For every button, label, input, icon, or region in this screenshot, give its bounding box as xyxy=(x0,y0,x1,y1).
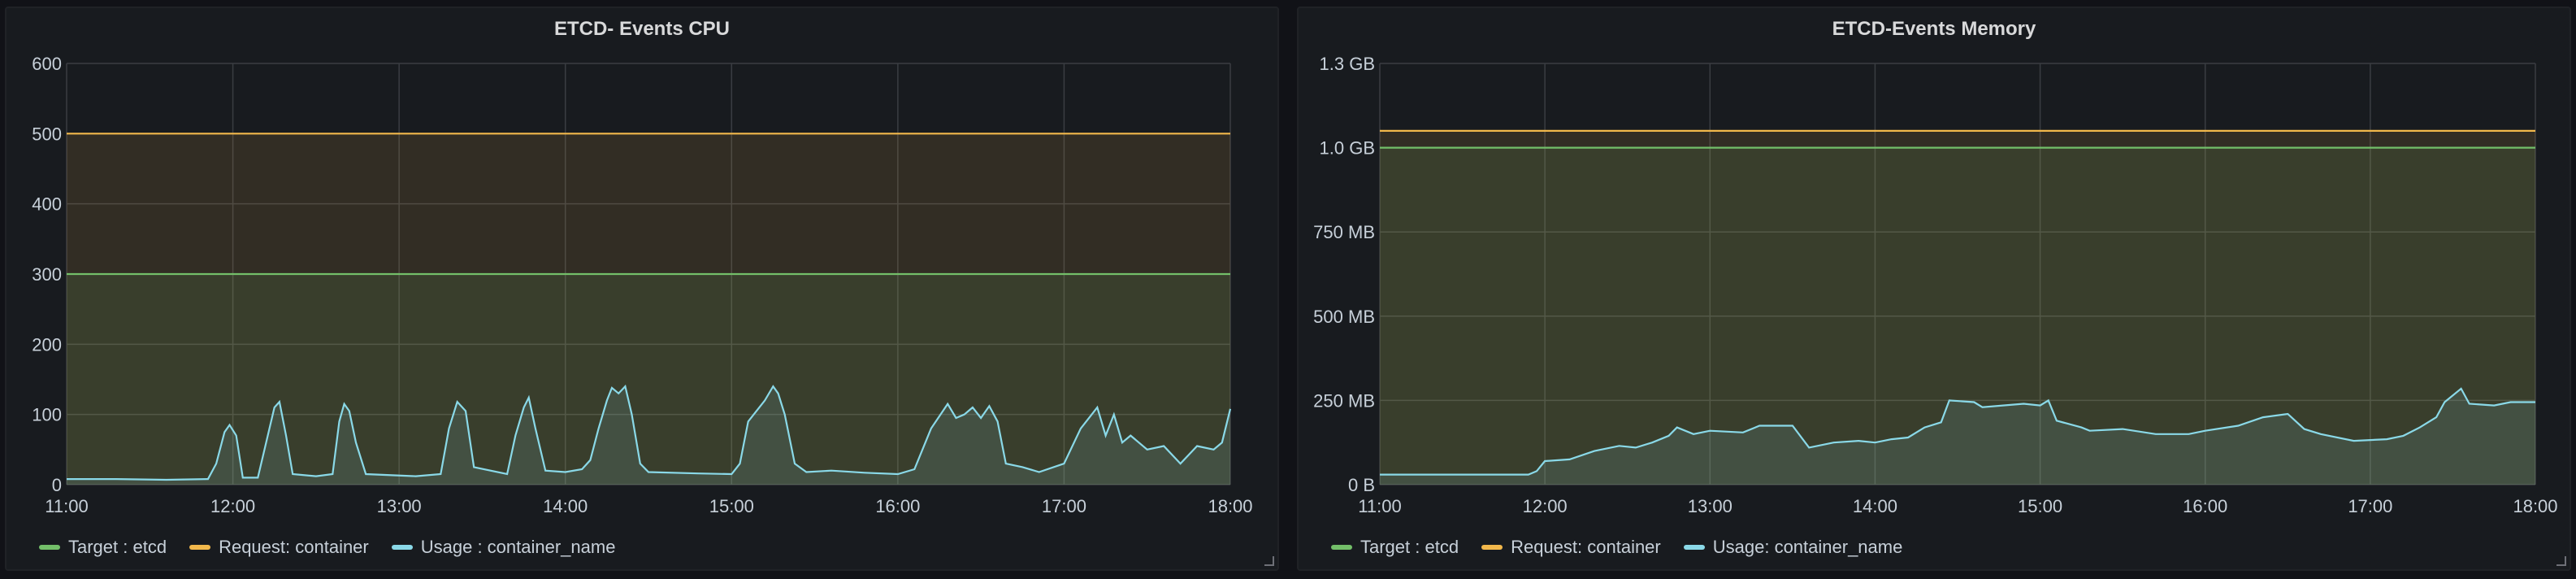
resize-handle[interactable] xyxy=(1264,556,1274,566)
y-tick-label: 600 xyxy=(32,54,62,74)
legend-label: Target : etcd xyxy=(1360,537,1459,557)
y-tick-label: 750 MB xyxy=(1313,222,1375,242)
x-tick-label: 11:00 xyxy=(45,496,88,516)
legend-label: Request: container xyxy=(219,537,369,557)
series-area xyxy=(67,133,1230,485)
x-tick-label: 13:00 xyxy=(377,496,422,516)
y-tick-label: 400 xyxy=(32,194,62,215)
legend-label: Request: container xyxy=(1511,537,1661,557)
series-area xyxy=(1380,130,2535,485)
y-tick-label: 100 xyxy=(32,405,62,425)
x-tick-label: 14:00 xyxy=(1853,496,1897,516)
legend-item[interactable]: Request: container xyxy=(1481,537,1661,558)
x-tick-label: 17:00 xyxy=(1042,496,1086,516)
cpu-chart[interactable]: 0 100 200 300 400 500 600 11:00 12:00 13:00 14:00 1… xyxy=(7,8,1277,569)
x-tick-label: 16:00 xyxy=(2183,496,2227,516)
legend-label: Usage : container_name xyxy=(420,537,616,557)
panel-title[interactable]: ETCD- Events CPU xyxy=(553,18,731,40)
memory-panel: ETCD-Events Memory 0 B 250 MB 500 MB 750 MB… xyxy=(1297,7,2571,571)
x-tick-label: 15:00 xyxy=(709,496,754,516)
legend-label: Usage: container_name xyxy=(1712,537,1903,557)
series-area xyxy=(1380,388,2535,485)
legend-swatch xyxy=(391,545,413,550)
memory-chart[interactable]: 0 B 250 MB 500 MB 750 MB 1.0 GB 1.3 GB 11:00 12… xyxy=(1299,8,2569,569)
y-tick-label: 0 xyxy=(52,475,62,495)
legend-swatch xyxy=(1481,545,1503,550)
x-tick-label: 15:00 xyxy=(2018,496,2062,516)
x-tick-label: 12:00 xyxy=(210,496,255,516)
x-tick-label: 18:00 xyxy=(1208,496,1252,516)
legend-label: Target : etcd xyxy=(68,537,167,557)
y-tick-label: 1.3 GB xyxy=(1320,54,1375,74)
y-tick-label: 300 xyxy=(32,264,62,285)
legend-swatch xyxy=(39,545,60,550)
legend-item[interactable]: Target : etcd xyxy=(39,537,167,558)
x-tick-label: 12:00 xyxy=(1523,496,1568,516)
x-tick-label: 13:00 xyxy=(1688,496,1733,516)
legend-item[interactable]: Usage : container_name xyxy=(391,537,616,558)
legend: Target : etcd Request: container Usage : c… xyxy=(39,537,615,558)
y-tick-label: 250 MB xyxy=(1313,390,1375,411)
legend: Target : etcd Request: container Usage: co… xyxy=(1331,537,1902,558)
series-area xyxy=(67,274,1230,485)
x-tick-label: 14:00 xyxy=(543,496,588,516)
panel-title[interactable]: ETCD-Events Memory xyxy=(1832,18,2036,40)
x-tick-label: 18:00 xyxy=(2513,496,2557,516)
legend-swatch xyxy=(1683,545,1705,550)
x-tick-label: 17:00 xyxy=(2348,496,2392,516)
resize-handle[interactable] xyxy=(2556,556,2566,566)
y-tick-label: 1.0 GB xyxy=(1320,138,1375,159)
series-area xyxy=(1380,147,2535,485)
legend-item[interactable]: Request: container xyxy=(189,537,369,558)
series-area xyxy=(67,386,1230,485)
x-tick-label: 16:00 xyxy=(875,496,920,516)
y-tick-label: 500 xyxy=(32,124,62,144)
y-tick-label: 500 MB xyxy=(1313,307,1375,327)
cpu-panel: ETCD- Events CPU 0 100 200 300 400 500 600 11:0… xyxy=(5,7,1279,571)
legend-swatch xyxy=(189,545,211,550)
y-tick-label: 0 B xyxy=(1348,475,1375,495)
legend-swatch xyxy=(1331,545,1352,550)
legend-item[interactable]: Target : etcd xyxy=(1331,537,1459,558)
y-tick-label: 200 xyxy=(32,334,62,355)
x-tick-label: 11:00 xyxy=(1358,496,1401,516)
legend-item[interactable]: Usage: container_name xyxy=(1683,537,1903,558)
series-line xyxy=(67,384,1232,481)
series-line xyxy=(1380,387,2535,476)
